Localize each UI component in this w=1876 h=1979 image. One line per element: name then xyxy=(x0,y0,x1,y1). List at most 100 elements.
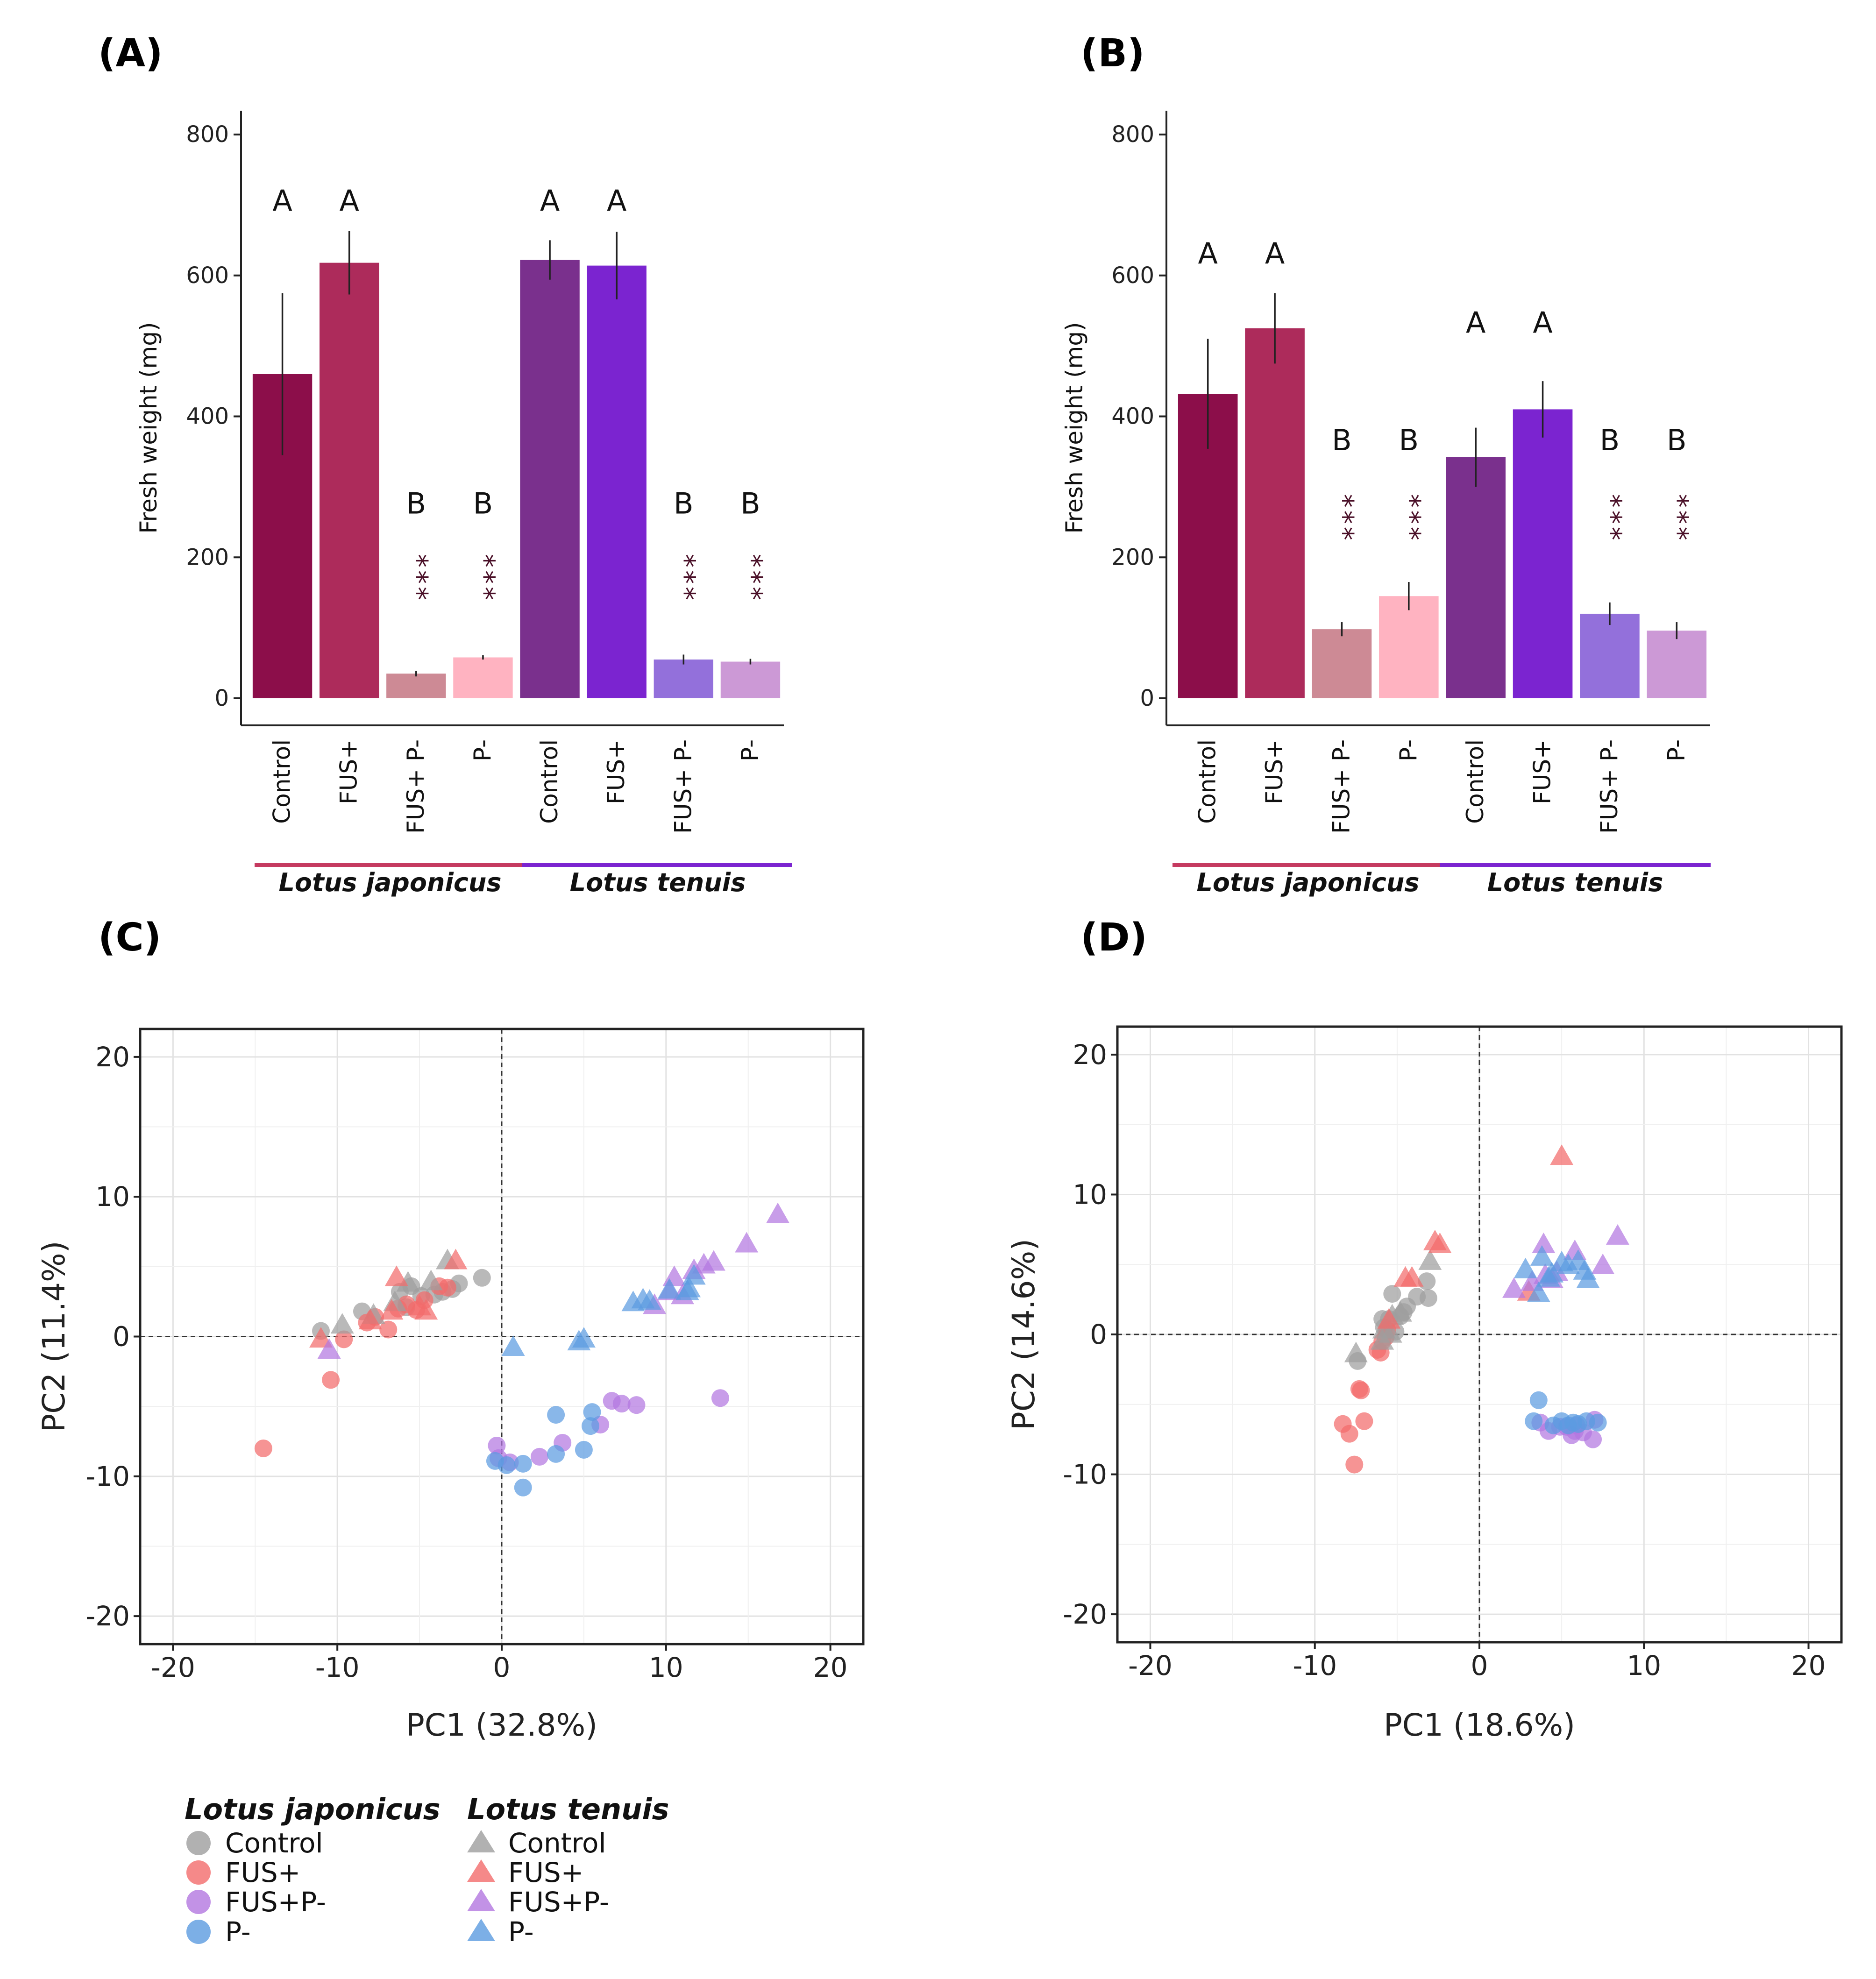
legend-marker-circle xyxy=(186,1831,211,1855)
x-tick-label: -10 xyxy=(1293,1650,1337,1681)
scatter-point xyxy=(612,1395,631,1413)
legend-label: P- xyxy=(508,1916,534,1948)
scatter-point xyxy=(1419,1289,1437,1307)
x-tick-label: FUS+ P- xyxy=(1596,739,1623,834)
scatter-point xyxy=(317,1338,341,1359)
scatter-point xyxy=(530,1447,548,1466)
legend-marker-circle xyxy=(186,1890,211,1914)
significance-letter: B xyxy=(1399,423,1419,457)
scatter-point xyxy=(1344,1341,1368,1362)
bar xyxy=(654,660,714,698)
x-tick-label: FUS+ xyxy=(1261,739,1288,804)
panel-label: (C) xyxy=(98,915,161,960)
scatter-point xyxy=(677,1277,701,1298)
scatter-point xyxy=(380,1299,404,1320)
significance-stars: *** xyxy=(1663,494,1694,543)
bar xyxy=(1446,457,1506,698)
x-tick-label: FUS+ xyxy=(335,739,362,804)
scatter-point xyxy=(1536,1266,1560,1287)
y-tick-label: -20 xyxy=(1063,1598,1107,1630)
x-tick-label: 20 xyxy=(1791,1650,1826,1681)
scatter-point xyxy=(1352,1381,1370,1399)
y-tick-label: 10 xyxy=(95,1181,130,1213)
scatter-point xyxy=(419,1270,443,1291)
x-tick-label: 10 xyxy=(649,1652,683,1683)
x-tick-label: Control xyxy=(269,739,296,824)
y-tick-label: 10 xyxy=(1073,1178,1107,1210)
significance-letter: A xyxy=(607,184,626,218)
scatter-point xyxy=(1377,1308,1401,1329)
legend-label: Control xyxy=(225,1827,323,1859)
scatter-point xyxy=(1576,1267,1600,1288)
x-tick-label: FUS+ P- xyxy=(402,739,429,834)
scatter-point xyxy=(1388,1301,1412,1322)
legend-marker-circle xyxy=(186,1860,211,1885)
significance-letter: B xyxy=(674,487,694,521)
significance-stars: *** xyxy=(402,554,434,603)
y-axis-label: PC2 (11.4%) xyxy=(36,1241,72,1432)
scatter-point xyxy=(1514,1257,1537,1278)
scatter-point xyxy=(473,1269,491,1287)
scatter-point xyxy=(396,1271,420,1292)
y-tick-label: -10 xyxy=(85,1461,130,1492)
y-tick-label: 400 xyxy=(186,404,229,430)
significance-letter: A xyxy=(540,184,560,218)
scatter-point xyxy=(1418,1249,1442,1270)
x-tick-label: P- xyxy=(469,739,496,761)
bar xyxy=(453,657,513,698)
significance-stars: *** xyxy=(469,554,501,603)
y-axis-label: Fresh weight (mg) xyxy=(135,322,162,534)
legend-marker-triangle xyxy=(467,1919,495,1941)
significance-stars: *** xyxy=(1328,494,1359,543)
x-tick-label: 0 xyxy=(493,1652,511,1683)
x-tick-label: P- xyxy=(736,739,763,761)
scatter-point xyxy=(735,1232,759,1253)
species-label-tenuis: Lotus tenuis xyxy=(1487,868,1663,897)
x-tick-label: 10 xyxy=(1627,1650,1661,1681)
y-tick-label: 0 xyxy=(113,1321,130,1353)
scatter-point xyxy=(501,1335,525,1356)
legend-marker-triangle xyxy=(467,1859,495,1882)
scatter-point xyxy=(1383,1285,1401,1303)
y-tick-label: -10 xyxy=(1063,1459,1107,1490)
significance-letter: A xyxy=(272,184,292,218)
significance-letter: A xyxy=(1198,236,1217,270)
bar xyxy=(1245,328,1305,698)
y-tick-label: 800 xyxy=(1111,121,1154,148)
legend-label: FUS+ xyxy=(508,1857,583,1888)
scatter-point xyxy=(1418,1272,1436,1291)
scatter-point xyxy=(572,1327,596,1348)
bar xyxy=(587,265,647,698)
scatter-point xyxy=(1525,1412,1543,1430)
scatter-point xyxy=(1379,1322,1402,1343)
scatter-point xyxy=(711,1389,729,1407)
y-axis-label: PC2 (14.6%) xyxy=(1006,1239,1042,1430)
y-tick-label: 20 xyxy=(95,1041,130,1073)
x-tick-label: -20 xyxy=(151,1652,195,1683)
scatter-point xyxy=(358,1309,382,1330)
panel-label: (A) xyxy=(98,31,163,76)
x-tick-label: FUS+ xyxy=(1529,739,1556,804)
legend-label: FUS+P- xyxy=(508,1886,609,1918)
scatter-point xyxy=(514,1478,532,1497)
significance-letter: A xyxy=(339,184,359,218)
significance-letter: A xyxy=(1265,236,1285,270)
significance-stars: *** xyxy=(669,554,701,603)
y-tick-label: 800 xyxy=(186,121,229,148)
x-tick-label: FUS+ xyxy=(603,739,630,804)
scatter-point xyxy=(414,1299,438,1320)
scatter-point xyxy=(702,1250,725,1271)
scatter-point xyxy=(583,1403,601,1421)
legend-title-tenuis: Lotus tenuis xyxy=(467,1792,669,1826)
x-tick-label: Control xyxy=(1462,739,1489,824)
significance-stars: *** xyxy=(736,554,768,603)
legend-title-japonicus: Lotus japonicus xyxy=(185,1792,441,1826)
scatter-point xyxy=(497,1456,516,1474)
significance-letter: B xyxy=(473,487,493,521)
scatter-panel-d: (D) -20 -10 0 10 20 -20 -10 0 10 20 PC1 (18.6%) PC2 … xyxy=(1006,915,1843,1743)
scatter-point xyxy=(581,1417,599,1435)
legend-label: FUS+ xyxy=(225,1857,300,1888)
y-tick-label: 400 xyxy=(1111,404,1154,430)
significance-letter: B xyxy=(406,487,426,521)
